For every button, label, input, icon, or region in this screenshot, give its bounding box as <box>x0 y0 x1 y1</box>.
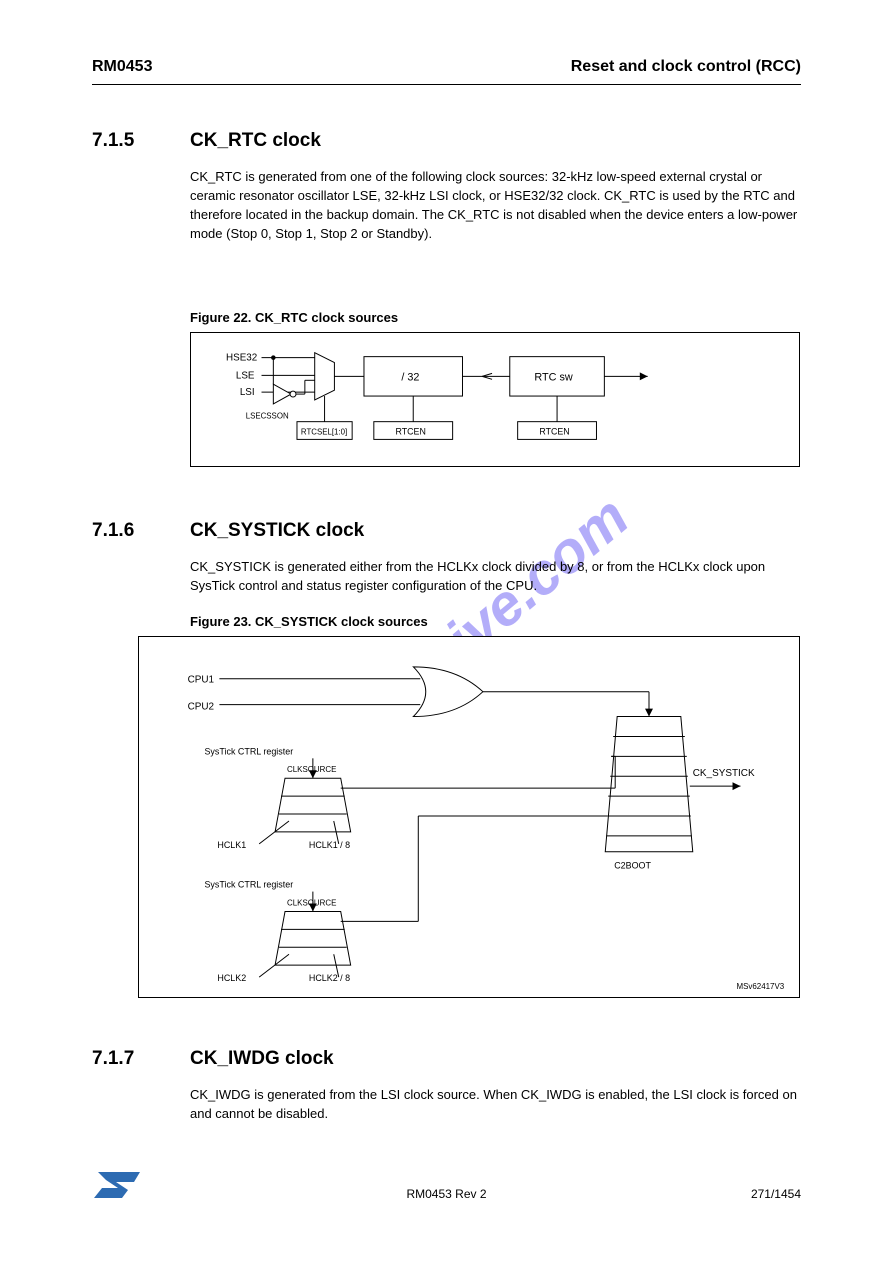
fig6-rtcen-1: RTCEN <box>395 426 425 436</box>
figure-22: HSE32 LSE LSI LSECSSON RTCSEL[1:0] / <box>190 332 800 467</box>
sec-7-1-6-num: 7.1.6 <box>92 520 134 542</box>
fig6-rtcsel: RTCSEL[1:0] <box>301 427 347 436</box>
fig7-cpu1-label: CPU1 <box>188 675 215 686</box>
sec-7-1-6-para: CK_SYSTICK is generated either from the … <box>190 558 800 596</box>
fig7-cpu2-label: CPU2 <box>188 702 215 713</box>
figure-23: CPU1 CPU2 C2BOOT CK_SYSTICK SysTick CTRL… <box>138 636 800 998</box>
fig7-msv-id: MSv62417V3 <box>737 982 785 991</box>
fig6-in-lse: LSE <box>236 370 255 381</box>
fig7-cpu2-in1: HCLK2 / 8 <box>309 973 350 983</box>
fig7-out: CK_SYSTICK <box>693 768 755 779</box>
fig7-cpu2-in0: HCLK2 <box>217 973 246 983</box>
header-rule <box>92 84 801 85</box>
sec-7-1-5-para: CK_RTC is generated from one of the foll… <box>190 168 800 243</box>
fig7-cpu1-sub: SysTick CTRL register <box>204 746 293 756</box>
footer-page: 271/1454 <box>751 1187 801 1201</box>
sec-7-1-7-title: CK_IWDG clock <box>190 1048 334 1070</box>
fig7-cpu1-in1: HCLK1 / 8 <box>309 840 350 850</box>
sec-7-1-7-para: CK_IWDG is generated from the LSI clock … <box>190 1086 800 1124</box>
header-right: Reset and clock control (RCC) <box>571 58 801 76</box>
page: manualshive.com RM0453 Reset and clock c… <box>0 0 893 1263</box>
header-left: RM0453 <box>92 58 152 76</box>
figure-22-caption: Figure 22. CK_RTC clock sources <box>190 310 398 325</box>
sec-7-1-5-num: 7.1.5 <box>92 130 134 152</box>
figure-23-caption: Figure 23. CK_SYSTICK clock sources <box>190 614 428 629</box>
fig6-rtcsw: RTC sw <box>534 371 572 383</box>
fig7-cpu1-in0: HCLK1 <box>217 840 246 850</box>
fig6-div32: / 32 <box>401 371 419 383</box>
fig6-in-hse32: HSE32 <box>226 353 257 364</box>
sec-7-1-5-title: CK_RTC clock <box>190 130 321 152</box>
sec-7-1-6-title: CK_SYSTICK clock <box>190 520 364 542</box>
fig6-lsecsson: LSECSSON <box>246 412 289 421</box>
fig7-cpu2-sub: SysTick CTRL register <box>204 880 293 890</box>
fig7-c2boot: C2BOOT <box>614 861 651 871</box>
fig6-rtcen-2: RTCEN <box>539 426 569 436</box>
fig6-in-lsi: LSI <box>240 387 255 398</box>
sec-7-1-7-num: 7.1.7 <box>92 1048 134 1070</box>
